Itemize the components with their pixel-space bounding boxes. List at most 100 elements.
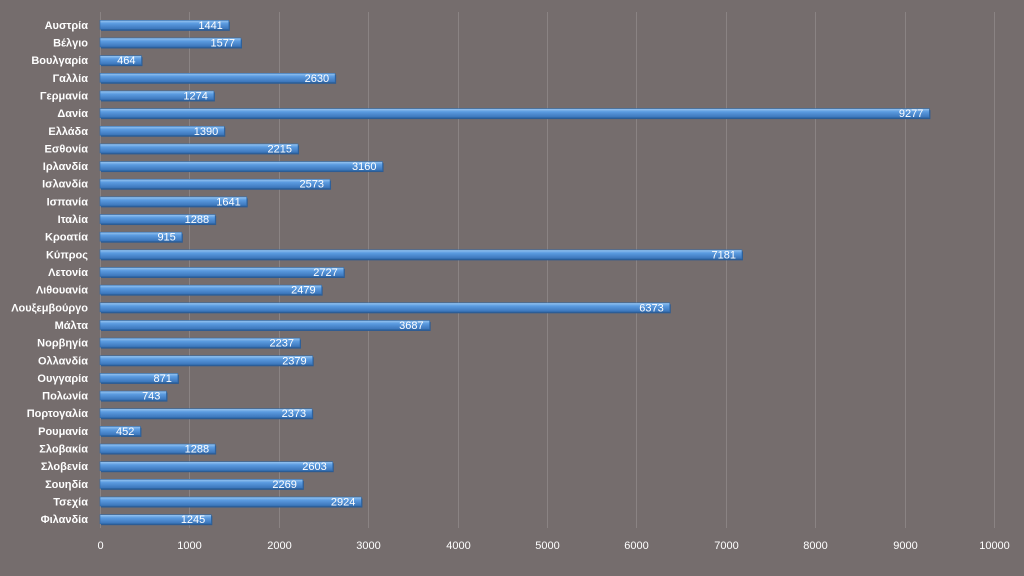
category-label: Ουγγαρία: [37, 373, 88, 385]
bar: [99, 461, 334, 472]
bar: [99, 320, 430, 330]
bar: [99, 373, 179, 383]
data-label: 743: [142, 391, 160, 403]
category-label: Ιταλία: [58, 214, 89, 226]
category-label: Γερμανία: [40, 90, 88, 102]
data-label: 871: [154, 373, 172, 385]
data-label: 1245: [181, 514, 205, 526]
data-label: 2215: [268, 143, 292, 155]
data-label: 2269: [272, 479, 296, 491]
data-label: 1274: [183, 90, 207, 102]
category-label: Αυστρία: [45, 20, 89, 32]
bar: [99, 267, 345, 277]
data-label: 2379: [282, 355, 306, 367]
bars: [99, 20, 931, 526]
x-tick-label: 3000: [356, 540, 380, 552]
data-label: 2373: [282, 408, 306, 420]
category-label: Σουηδία: [45, 479, 88, 491]
category-label: Βέλγιο: [53, 37, 88, 49]
data-label: 1288: [185, 444, 209, 456]
data-label: 3160: [352, 161, 376, 173]
bar: [99, 20, 230, 30]
category-label: Πορτογαλία: [27, 408, 89, 420]
category-label: Βουλγαρία: [31, 55, 88, 67]
category-label: Ισπανία: [47, 196, 89, 208]
x-tick-label: 4000: [446, 540, 470, 552]
bar: [99, 178, 331, 189]
bar: [99, 214, 216, 224]
category-label: Ολλανδία: [38, 355, 88, 367]
category-label: Μάλτα: [55, 320, 89, 332]
data-label: 1441: [198, 20, 222, 32]
bar: [99, 390, 167, 401]
bar: [99, 37, 242, 48]
bar: [99, 514, 212, 524]
bar: [99, 161, 383, 171]
data-label: 2630: [305, 73, 329, 85]
data-label: 2924: [331, 497, 355, 509]
bar: [99, 355, 313, 366]
data-label: 452: [116, 426, 134, 438]
data-labels: 1441 1577 464 2630 1274 9277 1390 2215 3160 2573 1…: [116, 20, 923, 526]
bar: [99, 55, 142, 65]
x-tick-label: 5000: [535, 540, 559, 552]
bar: [99, 408, 313, 419]
bar: [99, 125, 225, 136]
x-axis-ticks: 0 1000 2000 3000 4000 5000 6000 7000 8000 9000 100…: [97, 540, 1009, 552]
data-label: 2237: [270, 338, 294, 350]
category-label: Λουξεμβούργο: [11, 302, 88, 314]
bar: [99, 443, 216, 454]
bar: [99, 196, 248, 207]
category-label: Σλοβενία: [41, 461, 88, 473]
data-label: 2727: [313, 267, 337, 279]
data-label: 2479: [291, 285, 315, 297]
bar: [99, 90, 215, 101]
category-label: Κροατία: [45, 232, 88, 244]
category-label: Φιλανδία: [41, 514, 89, 526]
data-label: 1577: [210, 37, 234, 49]
category-label: Τσεχία: [53, 497, 88, 509]
bar: [99, 479, 304, 489]
category-label: Λιθουανία: [36, 285, 88, 297]
x-tick-label: 6000: [624, 540, 648, 552]
data-label: 7181: [711, 249, 735, 261]
bar: [99, 143, 299, 154]
data-label: 9277: [899, 108, 923, 120]
data-label: 1390: [194, 126, 218, 138]
category-label: Λετονία: [48, 267, 88, 279]
data-label: 2603: [302, 461, 326, 473]
category-label: Γαλλία: [53, 73, 89, 85]
data-label: 1641: [216, 196, 240, 208]
bar: [99, 108, 930, 118]
category-label: Δανία: [57, 108, 88, 120]
bar: [99, 302, 671, 313]
category-label: Κύπρος: [46, 249, 88, 261]
data-label: 6373: [639, 302, 663, 314]
bar: [99, 249, 743, 260]
x-tick-label: 2000: [267, 540, 291, 552]
category-labels: Αυστρία Βέλγιο Βουλγαρία Γαλλία Γερμανία Δανί…: [11, 20, 88, 526]
x-tick-label: 8000: [803, 540, 827, 552]
data-label: 915: [157, 232, 175, 244]
data-label: 1288: [185, 214, 209, 226]
bar: [99, 72, 336, 83]
data-label: 3687: [399, 320, 423, 332]
category-label: Νορβηγία: [37, 338, 88, 350]
category-label: Πολωνία: [42, 391, 88, 403]
category-label: Ελλάδα: [48, 126, 88, 138]
x-tick-label: 1000: [177, 540, 201, 552]
bar: [99, 231, 183, 242]
category-label: Ιρλανδία: [43, 161, 88, 173]
x-tick-label: 9000: [893, 540, 917, 552]
category-label: Σλοβακία: [39, 444, 88, 456]
x-tick-label: 10000: [979, 540, 1010, 552]
bar: [99, 426, 141, 436]
x-tick-label: 7000: [714, 540, 738, 552]
category-label: Ρουμανία: [38, 426, 88, 438]
category-label: Ισλανδία: [42, 179, 88, 191]
category-label: Εσθονία: [45, 143, 89, 155]
data-label: 2573: [300, 179, 324, 191]
x-tick-label: 0: [97, 540, 103, 552]
